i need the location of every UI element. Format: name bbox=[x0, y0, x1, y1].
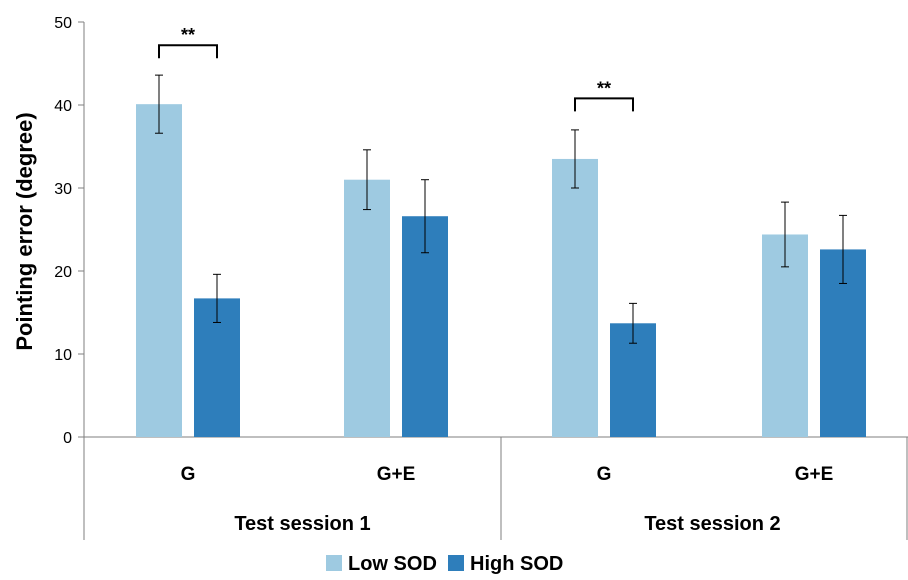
y-tick-label: 50 bbox=[54, 15, 72, 32]
low-sod-bar bbox=[344, 179, 390, 437]
significance-label: ** bbox=[181, 25, 195, 45]
significance-bracket bbox=[158, 44, 218, 59]
category-label: G bbox=[181, 464, 196, 485]
y-axis-label: Pointing error (degree) bbox=[12, 112, 37, 350]
group-label: Test session 1 bbox=[234, 513, 370, 535]
y-tick-label: 30 bbox=[54, 181, 72, 198]
error-bars bbox=[155, 74, 847, 344]
legend: Low SOD High SOD bbox=[326, 553, 563, 575]
y-tick-label: 40 bbox=[54, 98, 72, 115]
axis-labels: 0 10 20 30 40 50 G G+E G G+E Test session 1 Test se… bbox=[12, 15, 833, 535]
legend-label: Low SOD bbox=[348, 553, 437, 575]
legend-label: High SOD bbox=[470, 553, 563, 575]
low-sod-bar bbox=[136, 104, 182, 438]
significance-label: ** bbox=[597, 78, 611, 98]
legend-swatch bbox=[448, 555, 464, 571]
low-sod-bar bbox=[552, 158, 598, 437]
y-tick-label: 0 bbox=[63, 430, 72, 447]
category-label: G+E bbox=[795, 464, 834, 485]
category-label: G+E bbox=[377, 464, 416, 485]
low-sod-bar bbox=[762, 234, 808, 437]
significance-annotations: ** ** bbox=[158, 25, 634, 112]
y-tick-label: 10 bbox=[54, 347, 72, 364]
bars bbox=[136, 104, 866, 438]
category-label: G bbox=[597, 464, 612, 485]
y-tick-label: 20 bbox=[54, 264, 72, 281]
significance-bracket bbox=[574, 97, 634, 112]
legend-swatch bbox=[326, 555, 342, 571]
group-label: Test session 2 bbox=[644, 513, 780, 535]
